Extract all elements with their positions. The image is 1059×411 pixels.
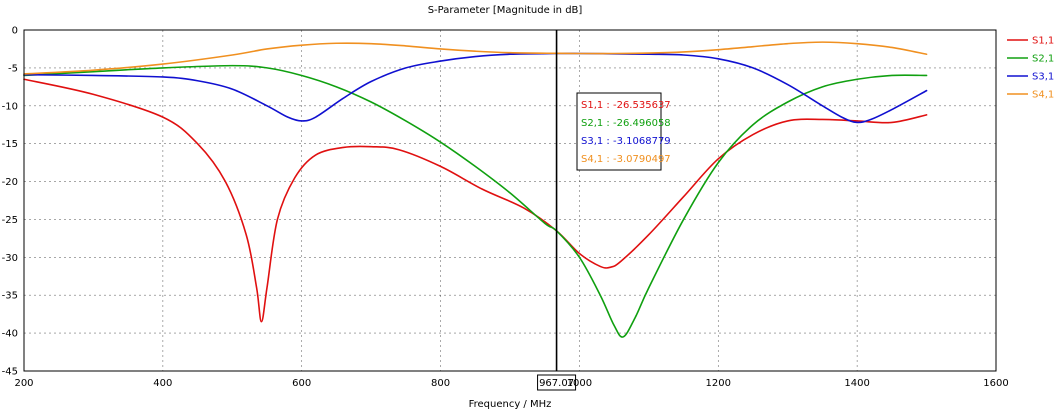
marker-readout-text: S4,1 : -3.0790497 (581, 154, 671, 165)
legend-entry-label: S2,1 (1032, 54, 1054, 65)
x-tick-label: 1200 (706, 378, 731, 389)
series-line-s4-1 (23, 41, 928, 75)
legend-entry-label: S3,1 (1032, 72, 1054, 83)
series-line-s3-1 (23, 52, 928, 124)
legend: S1,1 S2,1 S3,1 S4,1 (1007, 36, 1054, 101)
legend-entry-label: S4,1 (1032, 90, 1054, 101)
series-line-s2-1 (23, 64, 928, 338)
marker-readout-text: S2,1 : -26.496058 (581, 118, 671, 129)
marker-readout-box (576, 92, 662, 171)
marker-frequency-label: 967.07 (539, 378, 574, 389)
plot-frame (23, 29, 997, 372)
x-tick-label: 600 (292, 378, 311, 389)
series-line-s1-1 (23, 78, 928, 323)
x-axis-label: Frequency / MHz (469, 399, 552, 410)
y-tick-labels: 0 -5 -10 -15 -20 -25 -30 -35 -40 -45 (2, 26, 18, 378)
x-tick-label: 200 (14, 378, 33, 389)
marker-readout-text: S3,1 : -3.1068779 (581, 136, 671, 147)
x-tick-label: 400 (153, 378, 172, 389)
y-tick-label: -30 (2, 253, 18, 264)
chart-title: S-Parameter [Magnitude in dB] (428, 5, 583, 16)
marker-layer[interactable]: 967.07 S1,1 : -26.535637 S2,1 : -26.496058… (537, 30, 671, 391)
y-tick-label: -20 (2, 177, 18, 188)
series-layer (23, 41, 928, 338)
x-tick-label: 1600 (983, 378, 1008, 389)
y-tick-label: -40 (2, 329, 18, 340)
marker-readout-text: S1,1 : -26.535637 (581, 100, 671, 111)
y-tick-label: -45 (2, 367, 18, 378)
x-tick-label: 800 (431, 378, 450, 389)
y-tick-label: -15 (2, 139, 18, 150)
y-tick-label: -5 (8, 63, 18, 74)
marker-frequency-box (537, 374, 577, 391)
x-tick-label: 1000 (567, 378, 592, 389)
legend-entry-label: S1,1 (1032, 36, 1054, 47)
y-tick-label: -35 (2, 291, 18, 302)
y-tick-label: -25 (2, 215, 18, 226)
y-tick-label: -10 (2, 101, 18, 112)
y-tick-label: 0 (12, 26, 18, 37)
grid (24, 30, 996, 371)
x-tick-labels: 200 400 600 800 1000 1200 1400 1600 (14, 378, 1008, 389)
x-tick-label: 1400 (844, 378, 869, 389)
